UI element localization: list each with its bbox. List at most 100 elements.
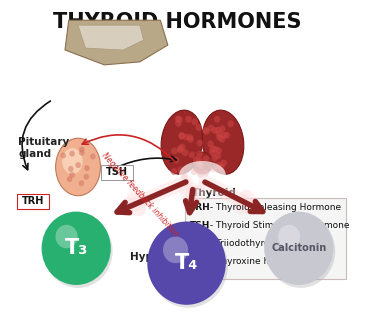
Text: T₃: T₃ [190,239,200,248]
Ellipse shape [179,161,226,189]
Circle shape [191,118,198,125]
Circle shape [203,128,210,135]
Circle shape [197,162,204,169]
Circle shape [185,116,192,123]
Circle shape [203,127,209,134]
Circle shape [90,154,96,160]
Circle shape [68,166,74,172]
Circle shape [55,225,77,248]
Circle shape [149,224,228,308]
Circle shape [61,153,66,159]
Text: - Thyroxine hormone: - Thyroxine hormone [207,257,304,266]
Circle shape [79,180,84,186]
Circle shape [224,132,230,139]
Circle shape [278,225,300,248]
FancyBboxPatch shape [185,198,346,279]
Circle shape [216,162,222,169]
Circle shape [175,115,182,122]
Text: - Triiodothyronine hormone: - Triiodothyronine hormone [207,239,333,248]
Circle shape [181,173,188,180]
Circle shape [221,132,227,139]
Polygon shape [65,20,168,65]
Circle shape [176,116,183,123]
Circle shape [187,134,193,141]
Circle shape [207,140,214,147]
Circle shape [197,139,203,146]
Circle shape [182,149,189,156]
Circle shape [178,132,185,139]
FancyBboxPatch shape [17,194,49,209]
Circle shape [179,133,185,140]
Text: Negative feedback inhibition: Negative feedback inhibition [100,151,180,239]
Text: Calcitonin: Calcitonin [271,243,326,253]
Text: Pituitary
gland: Pituitary gland [18,137,70,159]
Circle shape [193,156,199,163]
Ellipse shape [202,110,244,174]
Circle shape [196,157,203,164]
Ellipse shape [62,148,83,174]
Text: T₄: T₄ [175,253,198,273]
Text: TSH: TSH [190,221,211,230]
Circle shape [211,127,218,134]
Circle shape [67,176,72,182]
Circle shape [215,127,221,134]
Circle shape [187,136,194,143]
Circle shape [216,134,223,141]
Circle shape [219,126,226,133]
Circle shape [219,136,225,143]
Circle shape [189,151,195,158]
Circle shape [209,145,216,152]
Circle shape [84,165,90,171]
Circle shape [264,212,334,285]
Text: - Thyroid Releasing Hormone: - Thyroid Releasing Hormone [207,203,341,212]
Circle shape [177,145,183,152]
Circle shape [208,124,214,131]
Text: THYROID HORMONES: THYROID HORMONES [53,12,302,32]
Circle shape [171,147,177,154]
Circle shape [76,162,81,168]
Circle shape [79,150,85,156]
Circle shape [210,165,217,172]
Circle shape [227,120,234,127]
FancyBboxPatch shape [102,165,133,180]
Circle shape [197,171,204,178]
Circle shape [191,168,197,175]
Circle shape [196,160,202,167]
Circle shape [211,155,218,162]
Circle shape [70,172,75,178]
Circle shape [212,146,219,153]
Text: TRH: TRH [22,196,44,206]
Circle shape [214,116,220,123]
Circle shape [171,168,177,175]
Circle shape [179,144,185,151]
Ellipse shape [192,152,213,174]
Circle shape [216,131,223,138]
Text: Thyroid
gland: Thyroid gland [192,188,237,210]
Circle shape [163,237,188,263]
Ellipse shape [56,138,100,196]
Circle shape [83,174,89,180]
Circle shape [215,152,221,159]
Circle shape [202,170,209,177]
Text: TRH: TRH [190,203,211,212]
Circle shape [44,215,113,288]
Circle shape [209,149,215,156]
Circle shape [196,124,202,131]
Text: T₄: T₄ [190,257,200,266]
Circle shape [173,157,179,164]
Circle shape [175,120,182,127]
Circle shape [218,164,224,170]
Text: - Thyroid Stimulating Hormone: - Thyroid Stimulating Hormone [207,221,350,230]
Text: Hypothalamus: Hypothalamus [130,252,215,262]
Circle shape [215,147,222,154]
Circle shape [196,151,203,158]
Circle shape [147,221,226,305]
Circle shape [79,146,85,153]
Text: T₃: T₃ [65,238,88,258]
Circle shape [177,147,183,154]
Circle shape [183,134,190,140]
Circle shape [177,166,184,174]
Ellipse shape [161,110,203,174]
Circle shape [203,155,209,162]
Polygon shape [78,25,144,50]
